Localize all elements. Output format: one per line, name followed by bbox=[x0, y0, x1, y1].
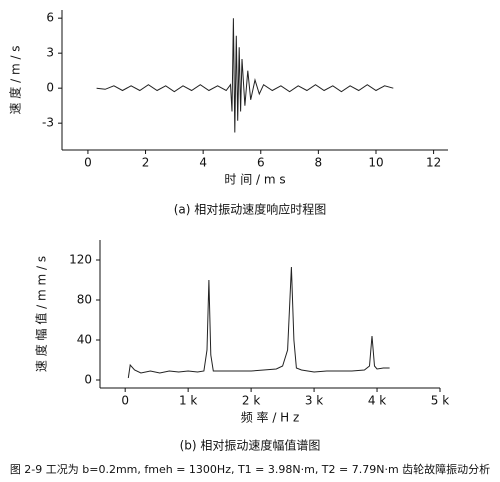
y-tick-label: 0 bbox=[46, 81, 54, 95]
figure-caption: 图 2-9 工况为 b=0.2mm, fmeh = 1300Hz, T1 = 3… bbox=[10, 462, 490, 476]
x-tick-label: 4 bbox=[199, 156, 207, 170]
x-axis-label: 频 率 / H z bbox=[241, 410, 300, 425]
x-tick-label: 2 k bbox=[242, 394, 260, 408]
x-tick-label: 8 bbox=[315, 156, 323, 170]
chart-caption: (b) 相对振动速度幅值谱图 bbox=[180, 438, 321, 453]
y-tick-label: 0 bbox=[84, 373, 92, 387]
x-axis-label: 时 间 / m s bbox=[224, 173, 285, 187]
x-tick-label: 0 bbox=[84, 156, 92, 170]
y-tick-label: 3 bbox=[46, 46, 54, 60]
x-tick-label: 0 bbox=[121, 394, 129, 408]
x-tick-label: 10 bbox=[368, 156, 383, 170]
y-axis-label: 速 度 / m / s bbox=[8, 45, 23, 114]
x-tick-label: 1 k bbox=[179, 394, 197, 408]
y-tick-label: 120 bbox=[69, 253, 92, 267]
x-tick-label: 6 bbox=[257, 156, 265, 170]
y-axis-label: 速 度 幅 值 / m m / s bbox=[34, 256, 49, 372]
x-tick-label: 5 k bbox=[431, 394, 449, 408]
chart-caption: (a) 相对振动速度响应时程图 bbox=[174, 202, 327, 217]
x-tick-label: 4 k bbox=[368, 394, 386, 408]
data-line bbox=[127, 266, 390, 379]
x-tick-label: 2 bbox=[142, 156, 150, 170]
y-tick-label: 80 bbox=[77, 293, 92, 307]
y-tick-label: -3 bbox=[42, 116, 54, 130]
x-tick-label: 12 bbox=[426, 156, 441, 170]
data-line bbox=[96, 18, 394, 133]
x-tick-label: 3 k bbox=[305, 394, 323, 408]
y-tick-label: 40 bbox=[77, 333, 92, 347]
y-tick-label: 6 bbox=[46, 11, 54, 25]
